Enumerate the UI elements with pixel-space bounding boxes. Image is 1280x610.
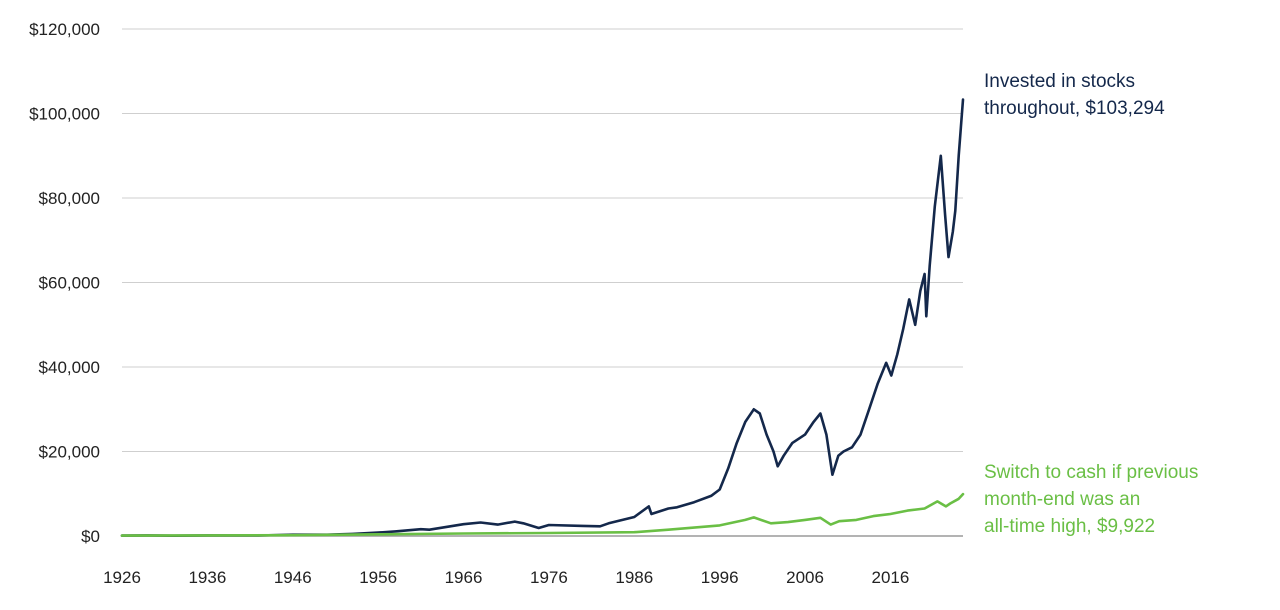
y-tick-label: $0 xyxy=(81,527,100,546)
series-labels: Invested in stocks throughout, $103,294 Sw… xyxy=(984,71,1198,537)
x-tick-label: 1986 xyxy=(615,568,653,587)
x-tick-label: 2016 xyxy=(872,568,910,587)
y-axis-tick-labels: $0 $20,000 $40,000 $60,000 $80,000 $100,000 $1… xyxy=(29,20,100,546)
y-tick-label: $40,000 xyxy=(39,358,100,377)
gridlines xyxy=(122,28,963,537)
y-tick-label: $80,000 xyxy=(39,189,100,208)
series-label-line: Switch to cash if previous xyxy=(984,462,1198,483)
y-tick-label: $60,000 xyxy=(39,274,100,293)
series-label-line: throughout, $103,294 xyxy=(984,98,1165,119)
y-tick-label: $100,000 xyxy=(29,105,100,124)
series-label-switch-to-cash: Switch to cash if previous month-end was … xyxy=(984,462,1198,537)
series-label-stocks: Invested in stocks throughout, $103,294 xyxy=(984,71,1165,119)
x-tick-label: 1966 xyxy=(445,568,483,587)
y-tick-label: $120,000 xyxy=(29,20,100,39)
x-tick-label: 1976 xyxy=(530,568,568,587)
series-label-line: month-end was an xyxy=(984,489,1140,510)
series-lines xyxy=(120,98,965,537)
x-tick-label: 1996 xyxy=(701,568,739,587)
x-tick-label: 1946 xyxy=(274,568,312,587)
series-label-line: all-time high, $9,922 xyxy=(984,516,1155,537)
x-tick-label: 1956 xyxy=(359,568,397,587)
y-tick-label: $20,000 xyxy=(39,443,100,462)
series-line-stocks xyxy=(120,98,965,537)
x-axis-tick-labels: 1926 1936 1946 1956 1966 1976 1986 1996 2006 2016 xyxy=(103,568,909,587)
x-tick-label: 2006 xyxy=(786,568,824,587)
x-tick-label: 1936 xyxy=(188,568,226,587)
series-label-line: Invested in stocks xyxy=(984,71,1135,92)
x-tick-label: 1926 xyxy=(103,568,141,587)
series-line-switch-to-cash xyxy=(120,492,965,537)
